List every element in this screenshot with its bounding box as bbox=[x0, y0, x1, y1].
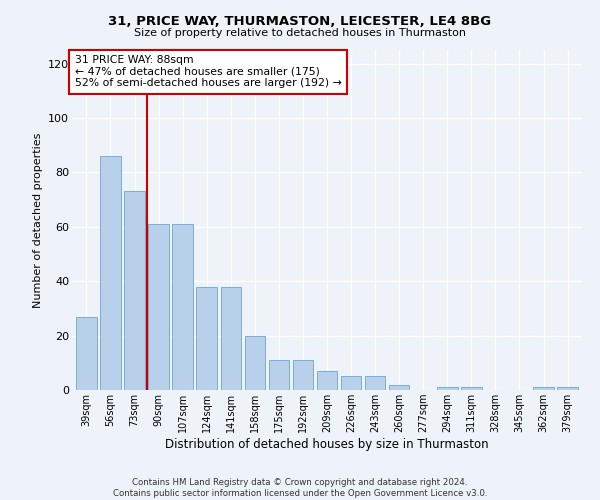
Bar bbox=[293, 360, 313, 390]
Bar bbox=[389, 384, 409, 390]
Bar bbox=[148, 224, 169, 390]
Bar bbox=[172, 224, 193, 390]
Bar bbox=[437, 388, 458, 390]
Bar bbox=[100, 156, 121, 390]
Bar bbox=[124, 192, 145, 390]
Bar bbox=[365, 376, 385, 390]
Bar bbox=[245, 336, 265, 390]
Bar bbox=[269, 360, 289, 390]
Y-axis label: Number of detached properties: Number of detached properties bbox=[32, 132, 43, 308]
Bar bbox=[221, 286, 241, 390]
Bar bbox=[557, 388, 578, 390]
Text: Contains HM Land Registry data © Crown copyright and database right 2024.
Contai: Contains HM Land Registry data © Crown c… bbox=[113, 478, 487, 498]
X-axis label: Distribution of detached houses by size in Thurmaston: Distribution of detached houses by size … bbox=[165, 438, 489, 451]
Bar bbox=[533, 388, 554, 390]
Bar bbox=[317, 371, 337, 390]
Text: 31 PRICE WAY: 88sqm
← 47% of detached houses are smaller (175)
52% of semi-detac: 31 PRICE WAY: 88sqm ← 47% of detached ho… bbox=[74, 55, 341, 88]
Bar bbox=[196, 286, 217, 390]
Text: Size of property relative to detached houses in Thurmaston: Size of property relative to detached ho… bbox=[134, 28, 466, 38]
Bar bbox=[341, 376, 361, 390]
Bar bbox=[76, 316, 97, 390]
Bar bbox=[461, 388, 482, 390]
Text: 31, PRICE WAY, THURMASTON, LEICESTER, LE4 8BG: 31, PRICE WAY, THURMASTON, LEICESTER, LE… bbox=[109, 15, 491, 28]
